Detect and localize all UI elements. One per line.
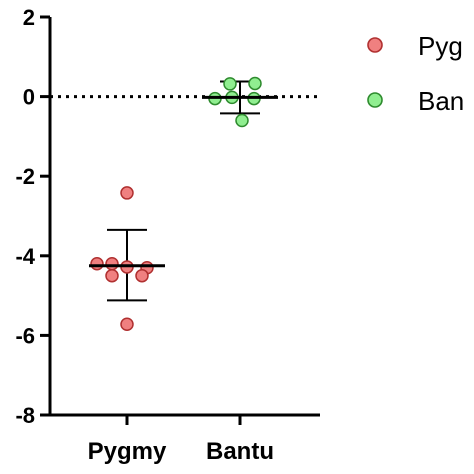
data-point [135,268,149,283]
legend: Pyg Ban [367,31,464,116]
data-point [223,77,237,91]
chart-marks [89,76,278,332]
data-point [90,257,104,271]
legend-label-bantu: Ban [418,86,464,116]
y-tick-label: -8 [15,403,35,428]
y-tick-label: -2 [15,164,35,189]
x-tick-label: Pygmy [88,438,167,465]
data-point [248,76,262,91]
legend-marker-pygmy [367,37,383,53]
data-point [120,317,134,332]
y-tick-label: -4 [15,244,35,269]
y-tick-label: 0 [23,85,35,110]
legend-marker-bantu [367,92,383,108]
data-point [120,186,134,200]
y-tick-label: -6 [15,323,35,348]
legend-label-pygmy: Pyg [418,31,463,61]
series-pygmy [89,186,165,332]
x-tick-label: Bantu [206,438,274,465]
data-point [235,113,249,128]
series-bantu [202,76,278,128]
data-point [105,268,119,283]
data-point [105,257,119,271]
axes: 2 0 -2 -4 -6 -8 Pygmy Bantu [15,5,320,465]
y-tick-label: 2 [23,5,35,30]
